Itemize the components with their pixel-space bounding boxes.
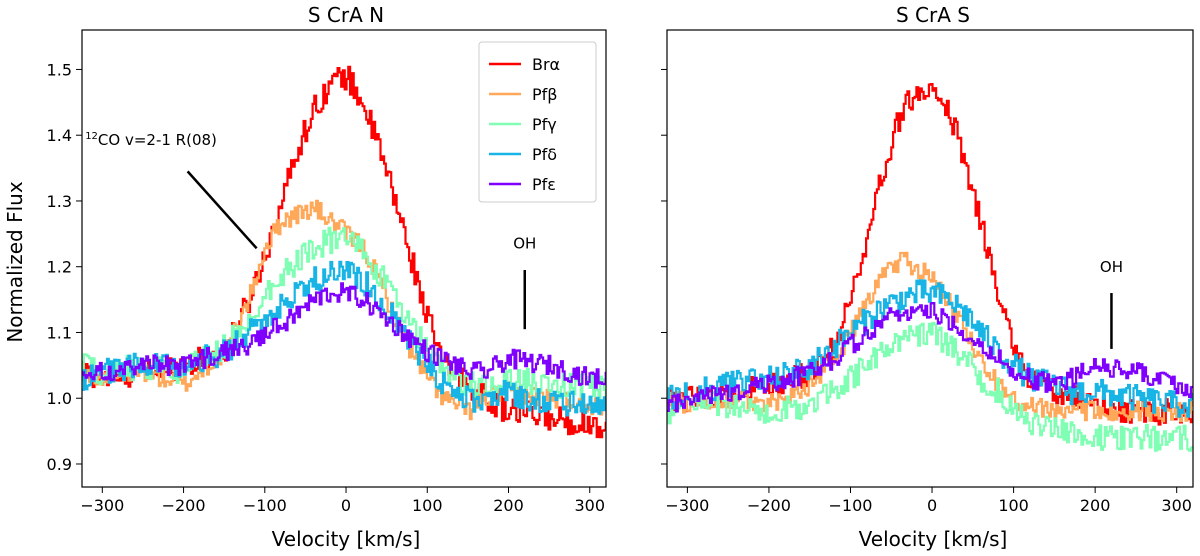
- plot-frame: [666, 29, 1194, 488]
- co-annotation-label: 12CO v=2-1 R(08): [85, 131, 217, 149]
- legend-label: Pfε: [532, 175, 556, 194]
- y-tick-label: 1.1: [47, 323, 72, 342]
- x-tick-label: 100: [998, 496, 1029, 515]
- left-x-axis-label: Velocity [km/s]: [272, 527, 421, 551]
- right-panel-title: S CrA S: [896, 3, 970, 27]
- legend-label: Pfδ: [532, 145, 557, 164]
- co-annotation-superscript: 12: [85, 131, 98, 142]
- x-tick-label: −100: [243, 496, 287, 515]
- left-panel: −300 −200 −100 0 100 200 300 0.9 1.0 1.1 1.2 1.3 1.4…: [47, 29, 607, 515]
- legend: Brα Pfβ Pfγ Pfδ Pfε: [478, 41, 597, 203]
- annotation-line: [186, 170, 258, 250]
- x-tick-label: 0: [341, 496, 351, 515]
- legend-frame: [478, 41, 597, 203]
- y-tick-label: 1.3: [47, 192, 72, 211]
- oh-annotation-label-right: OH: [1100, 258, 1123, 276]
- legend-label: Pfβ: [532, 85, 558, 104]
- x-tick-label: 0: [927, 496, 937, 515]
- x-tick-label: 200: [1080, 496, 1111, 515]
- series-line-n-4: [82, 282, 606, 389]
- series-line-s-4: [667, 302, 1193, 413]
- co-annotation-text: CO v=2-1 R(08): [98, 131, 217, 149]
- x-tick-label: −300: [80, 496, 124, 515]
- x-tick-label: 100: [412, 496, 443, 515]
- legend-label: Brα: [532, 55, 560, 74]
- y-tick-label: 1.2: [47, 258, 72, 277]
- x-tick-label: 300: [1161, 496, 1192, 515]
- x-tick-label: 300: [574, 496, 605, 515]
- legend-label: Pfγ: [532, 115, 557, 134]
- y-axis-label: Normalized Flux: [3, 181, 27, 343]
- x-tick-label: 200: [493, 496, 524, 515]
- y-tick-label: 1.0: [47, 389, 72, 408]
- x-tick-label: −300: [665, 496, 709, 515]
- x-tick-label: −200: [162, 496, 206, 515]
- right-panel: −300 −200 −100 0 100 200 300: [661, 29, 1194, 515]
- right-x-axis-label: Velocity [km/s]: [859, 527, 1008, 551]
- x-tick-label: −200: [747, 496, 791, 515]
- plot-frame: [81, 29, 607, 488]
- oh-annotation-label: OH: [513, 234, 536, 252]
- x-tick-label: −100: [829, 496, 873, 515]
- y-tick-label: 1.4: [47, 126, 72, 145]
- left-panel-title: S CrA N: [308, 3, 384, 27]
- y-tick-label: 0.9: [47, 455, 72, 474]
- series-line-s-2: [667, 321, 1193, 452]
- y-tick-label: 1.5: [47, 60, 72, 79]
